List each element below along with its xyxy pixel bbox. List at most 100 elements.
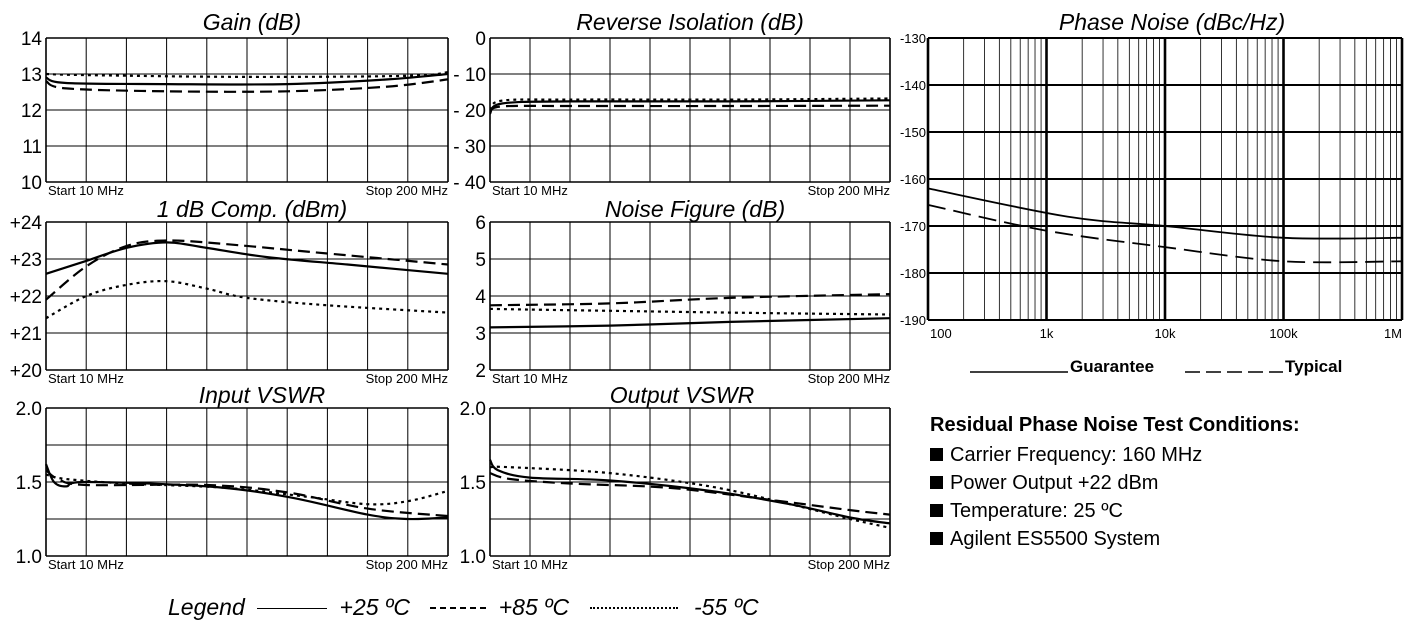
y-tick-label: +23 [10, 250, 42, 271]
y-tick-label: 10 [21, 173, 42, 194]
dotted-legend-swatch [589, 607, 678, 609]
y-tick-label: +24 [10, 213, 43, 234]
x-stop-label: Stop 200 MHz [808, 557, 890, 572]
series-line-dashed [489, 104, 891, 113]
reverse-isolation-chart: Reverse Isolation (dB) 0 - 10 - 20 - 30 - 40 S… [453, 9, 891, 198]
condition-text: Agilent ES5500 System [950, 528, 1161, 550]
noise-figure-chart: Noise Figure (dB) 6 5 4 3 2 Start 10 MHz Stop 2… [475, 196, 891, 386]
y-tick-label: +22 [10, 287, 42, 308]
y-tick-label: -170 [900, 219, 926, 234]
series-line-solid [45, 72, 449, 86]
y-tick-label: 1.0 [16, 547, 42, 568]
series-line-dashed [45, 78, 449, 93]
y-tick-label: 0 [475, 29, 486, 50]
x-start-label: Start 10 MHz [48, 371, 124, 386]
chart-title: Output VSWR [610, 382, 754, 408]
y-tick-label: - 20 [453, 101, 486, 122]
series-line-solid [45, 241, 449, 275]
series-line-dotted [489, 97, 891, 111]
chart-title: 1 dB Comp. (dBm) [157, 196, 347, 222]
y-tick-label: 13 [21, 65, 42, 86]
compression-chart: 1 dB Comp. (dBm) +24 +23 +22 +21 +20 Start 10 … [10, 196, 449, 386]
output-vswr-chart: Output VSWR 2.0 1.5 1.0 Start 10 MHz Stop 200… [460, 382, 891, 572]
x-start-label: Start 10 MHz [492, 183, 568, 198]
series-line-dotted [489, 307, 891, 316]
y-tick-label: +20 [10, 361, 42, 382]
x-tick-label: 100k [1269, 326, 1298, 341]
y-tick-label: -180 [900, 266, 926, 281]
bullet-square-icon [930, 532, 943, 545]
chart-title: Phase Noise (dBc/Hz) [1059, 9, 1285, 35]
condition-item: Agilent ES5500 System [930, 525, 1400, 553]
y-tick-label: 2 [475, 361, 486, 382]
x-stop-label: Stop 200 MHz [366, 183, 448, 198]
phase-noise-chart: Phase Noise (dBc/Hz) -130 -140 -150 -160 -170… [900, 9, 1404, 341]
condition-item: Carrier Frequency: 160 MHz [930, 441, 1400, 469]
x-stop-label: Stop 200 MHz [808, 183, 890, 198]
x-tick-label: 1k [1040, 326, 1054, 341]
y-tick-label: - 30 [453, 137, 486, 158]
y-tick-label: 12 [21, 101, 42, 122]
y-tick-label: 2.0 [460, 399, 486, 420]
series-line-dotted [489, 465, 891, 529]
chart-title: Reverse Isolation (dB) [576, 9, 804, 35]
guarantee-legend-label: Guarantee [1070, 357, 1154, 376]
condition-text: Temperature: 25 ºC [950, 500, 1123, 522]
bullet-square-icon [930, 448, 943, 461]
chart-title: Input VSWR [199, 382, 326, 408]
series-line-solid [489, 317, 891, 329]
series-line-solid [489, 459, 891, 525]
condition-item: Temperature: 25 ºC [930, 497, 1400, 525]
charts-layer: Gain (dB) 14 13 12 11 10 Start 10 MHz Stop 200 … [10, 9, 1404, 572]
x-start-label: Start 10 MHz [492, 557, 568, 572]
legend-dashed-label: +85 ºC [498, 594, 570, 620]
gain-chart: Gain (dB) 14 13 12 11 10 Start 10 MHz Stop 200 … [21, 9, 449, 198]
typical-legend-label: Typical [1285, 357, 1342, 376]
chart-title: Noise Figure (dB) [605, 196, 785, 222]
series-line-dashed [45, 469, 449, 518]
y-tick-label: 1.5 [460, 473, 486, 494]
x-stop-label: Stop 200 MHz [366, 371, 448, 386]
legend-dotted-label: -55 ºC [693, 594, 759, 620]
dashed-legend-swatch [430, 607, 487, 609]
y-tick-label: - 40 [453, 173, 486, 194]
legend-solid-label: +25 ºC [339, 594, 410, 620]
condition-text: Carrier Frequency: 160 MHz [950, 444, 1203, 466]
chart-title: Gain (dB) [203, 9, 301, 35]
bullet-square-icon [930, 504, 943, 517]
test-conditions-title: Residual Phase Noise Test Conditions: [930, 414, 1300, 436]
y-tick-label: 4 [475, 287, 486, 308]
test-conditions: Residual Phase Noise Test Conditions: Ca… [930, 414, 1400, 553]
y-tick-label: 6 [475, 213, 486, 234]
y-tick-label: -140 [900, 78, 926, 93]
y-tick-label: 14 [21, 29, 43, 50]
x-tick-label: 1M [1384, 326, 1402, 341]
condition-item: Power Output +22 dBm [930, 469, 1400, 497]
x-stop-label: Stop 200 MHz [808, 371, 890, 386]
series-line-dotted [45, 473, 449, 506]
y-tick-label: 11 [22, 137, 42, 158]
y-tick-label: -190 [900, 313, 926, 328]
series-line-dashed [45, 239, 449, 301]
temperature-legend: Legend +25 ºC +85 ºC -55 ºC [168, 594, 759, 621]
x-start-label: Start 10 MHz [492, 371, 568, 386]
y-tick-label: 1.5 [16, 473, 42, 494]
y-tick-label: 5 [475, 250, 486, 271]
y-tick-label: - 10 [453, 65, 486, 86]
x-stop-label: Stop 200 MHz [366, 557, 448, 572]
legend-prefix: Legend [168, 594, 245, 620]
y-tick-label: 3 [475, 324, 486, 345]
series-line-dashed [489, 472, 891, 516]
y-tick-label: +21 [10, 324, 42, 345]
series-line-solid [927, 187, 1403, 240]
solid-legend-swatch [257, 608, 328, 609]
y-tick-label: -130 [900, 31, 926, 46]
y-tick-label: -150 [900, 125, 926, 140]
series-line-solid [489, 99, 891, 115]
y-tick-label: 1.0 [460, 547, 486, 568]
bullet-square-icon [930, 476, 943, 489]
series-line-dashed [489, 293, 891, 307]
x-start-label: Start 10 MHz [48, 183, 124, 198]
input-vswr-chart: Input VSWR 2.0 1.5 1.0 Start 10 MHz Stop 200 … [16, 382, 449, 572]
